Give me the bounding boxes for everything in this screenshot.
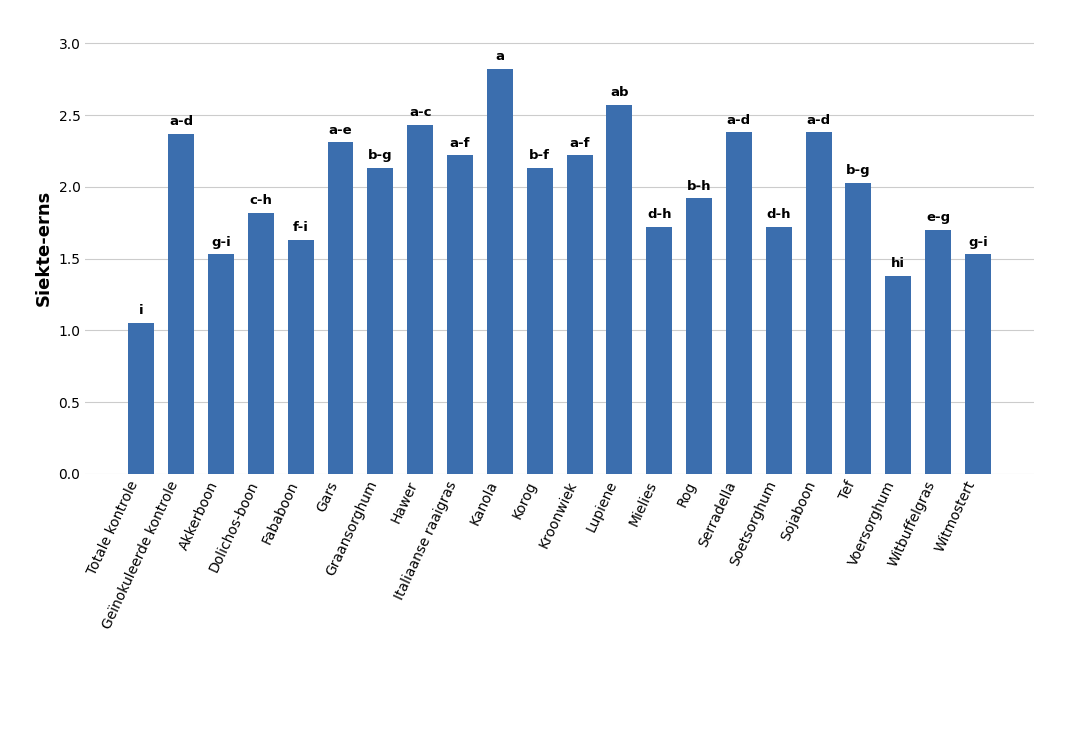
Text: a-d: a-d: [169, 115, 193, 128]
Bar: [965, 254, 991, 474]
Bar: [407, 125, 433, 474]
Bar: [687, 198, 712, 474]
Bar: [806, 133, 831, 474]
Bar: [368, 168, 393, 474]
Bar: [765, 227, 792, 474]
Bar: [487, 69, 513, 474]
Text: c-h: c-h: [249, 194, 272, 207]
Text: d-h: d-h: [766, 208, 791, 222]
Bar: [527, 168, 552, 474]
Text: a-f: a-f: [450, 136, 470, 149]
Text: a-e: a-e: [328, 124, 353, 136]
Text: d-h: d-h: [647, 208, 672, 222]
Bar: [128, 323, 155, 474]
Text: a-f: a-f: [569, 136, 589, 149]
Bar: [607, 105, 632, 474]
Text: a: a: [496, 50, 504, 63]
Bar: [726, 133, 752, 474]
Bar: [168, 134, 194, 474]
Bar: [248, 213, 274, 474]
Bar: [646, 227, 673, 474]
Bar: [925, 230, 951, 474]
Text: b-g: b-g: [846, 164, 871, 177]
Text: b-g: b-g: [368, 149, 392, 163]
Text: g-i: g-i: [211, 235, 231, 249]
Text: a-c: a-c: [409, 106, 432, 120]
Text: hi: hi: [891, 257, 905, 270]
Bar: [845, 182, 871, 474]
Text: ab: ab: [610, 86, 629, 99]
Text: e-g: e-g: [926, 211, 950, 225]
Y-axis label: Siekte-erns: Siekte-erns: [35, 190, 53, 306]
Text: a-d: a-d: [807, 114, 830, 127]
Bar: [447, 155, 473, 474]
Text: b-f: b-f: [529, 149, 550, 163]
Text: f-i: f-i: [293, 221, 309, 234]
Bar: [288, 240, 313, 474]
Bar: [886, 276, 911, 474]
Bar: [567, 155, 593, 474]
Text: g-i: g-i: [968, 235, 988, 249]
Text: b-h: b-h: [687, 179, 711, 192]
Bar: [327, 142, 354, 474]
Bar: [208, 254, 233, 474]
Text: i: i: [139, 305, 144, 317]
Text: a-d: a-d: [727, 114, 750, 127]
